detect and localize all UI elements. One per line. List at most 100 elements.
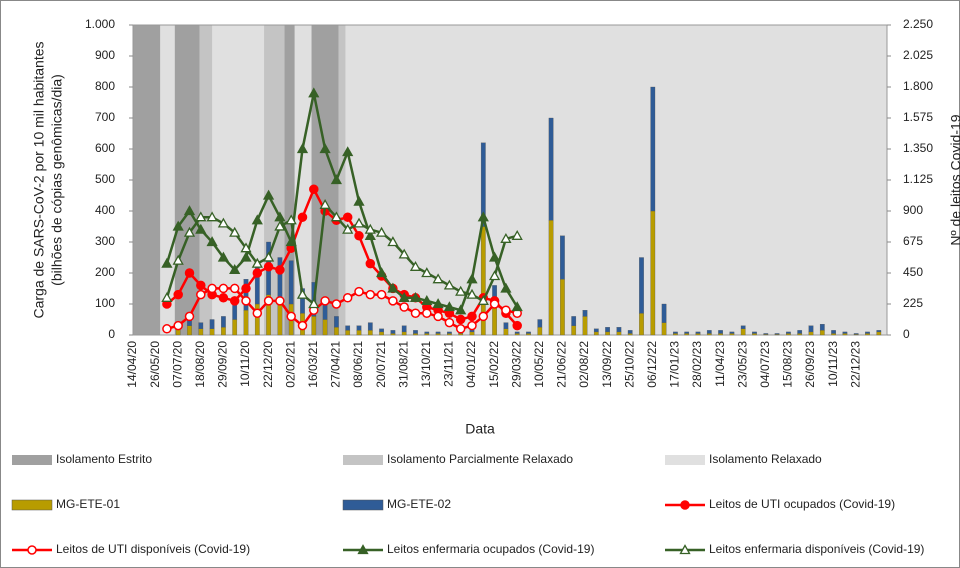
legend-marker [357, 544, 369, 555]
bar [367, 330, 373, 336]
bar [435, 331, 441, 334]
bar [187, 325, 192, 336]
marker [251, 214, 263, 225]
x-tick-label: 04/01/22 [464, 341, 478, 388]
marker [173, 289, 183, 300]
bar [492, 306, 497, 336]
marker [467, 311, 477, 322]
bar [390, 333, 396, 336]
marker [409, 260, 422, 271]
bar [752, 333, 757, 336]
bar [232, 319, 238, 336]
legend-swatch [342, 499, 384, 511]
x-tick-label: 26/09/23 [803, 341, 817, 388]
bar [627, 333, 633, 336]
x-tick-label: 10/11/20 [238, 341, 252, 387]
x-tick-label: 18/08/20 [193, 341, 207, 388]
bar [537, 327, 543, 336]
marker [296, 143, 309, 154]
y2-tick-label: 225 [903, 296, 923, 310]
bar [729, 331, 735, 334]
marker [477, 295, 489, 305]
legend-label: MG-ETE-01 [56, 497, 120, 511]
bar [367, 322, 373, 331]
legend-swatch [343, 455, 383, 465]
bar [842, 331, 848, 334]
y-tick-label: 500 [95, 172, 115, 186]
marker [511, 301, 523, 312]
phase-band [199, 25, 213, 335]
marker [443, 301, 456, 312]
marker [455, 314, 466, 325]
x-tick-label: 27/04/21 [329, 341, 343, 388]
marker [500, 282, 512, 293]
y2-tick-label: 2.250 [903, 17, 933, 31]
x-tick-label: 15/08/23 [781, 341, 795, 388]
x-tick-label: 28/02/23 [690, 341, 704, 388]
legend-label: Leitos de UTI disponíveis (Covid-19) [56, 542, 250, 556]
x-tick-label: 26/05/20 [148, 341, 162, 388]
bar [605, 327, 610, 333]
y-axis-title: (bilhões de cópias genômicas/dia) [49, 74, 65, 286]
marker [354, 231, 364, 241]
marker [206, 211, 218, 222]
bar [548, 117, 554, 221]
marker [466, 288, 478, 299]
bar [413, 333, 418, 336]
marker [455, 324, 466, 334]
y-tick-label: 800 [95, 79, 115, 93]
marker [319, 198, 331, 209]
marker [421, 295, 433, 305]
legend-swatch [11, 499, 53, 511]
marker [196, 289, 206, 300]
marker [375, 226, 388, 237]
marker [263, 296, 274, 306]
bar [639, 257, 644, 314]
legend-label: Leitos de UTI ocupados (Covid-19) [709, 497, 895, 511]
marker [218, 283, 229, 294]
bar [447, 333, 452, 336]
bar [243, 310, 249, 336]
marker [296, 288, 309, 299]
marker [455, 285, 467, 296]
marker [342, 223, 354, 234]
y2-tick-label: 675 [903, 234, 923, 248]
bar [322, 319, 328, 336]
bar [526, 331, 531, 334]
x-tick-label: 14/04/20 [125, 341, 139, 388]
y-axis-title: Carga de SARS-CoV-2 por 10 mil habitante… [31, 41, 47, 318]
y2-tick-label: 1.800 [903, 79, 933, 93]
x-tick-label: 22/12/20 [261, 341, 275, 388]
bar [865, 333, 870, 336]
x-tick-label: 29/03/22 [509, 341, 523, 388]
bar [390, 330, 396, 334]
marker [387, 282, 399, 293]
marker [218, 293, 229, 303]
bar [650, 210, 656, 336]
marker [512, 320, 522, 331]
bar [514, 331, 520, 334]
bar [740, 328, 746, 336]
y2-tick-label: 1.125 [903, 172, 933, 186]
marker [364, 223, 376, 234]
marker [398, 291, 410, 302]
bar [560, 235, 565, 280]
x-tick-label: 16/03/21 [306, 341, 320, 388]
bar [605, 331, 610, 336]
bar [571, 316, 577, 326]
bar [413, 330, 418, 334]
marker [229, 264, 241, 274]
y-tick-label: 0 [108, 327, 115, 341]
y2-axis-title: Nº de leitos Covid-19 [948, 114, 960, 245]
bar [661, 303, 667, 323]
marker [297, 320, 308, 331]
bar [695, 333, 701, 336]
bar [831, 330, 836, 334]
x-tick-label: 08/06/21 [351, 341, 365, 388]
y2-tick-label: 1.575 [903, 110, 933, 124]
bar [526, 333, 531, 336]
y-tick-label: 200 [95, 265, 115, 279]
bar [706, 330, 712, 334]
bar [819, 323, 825, 331]
marker [240, 251, 252, 262]
